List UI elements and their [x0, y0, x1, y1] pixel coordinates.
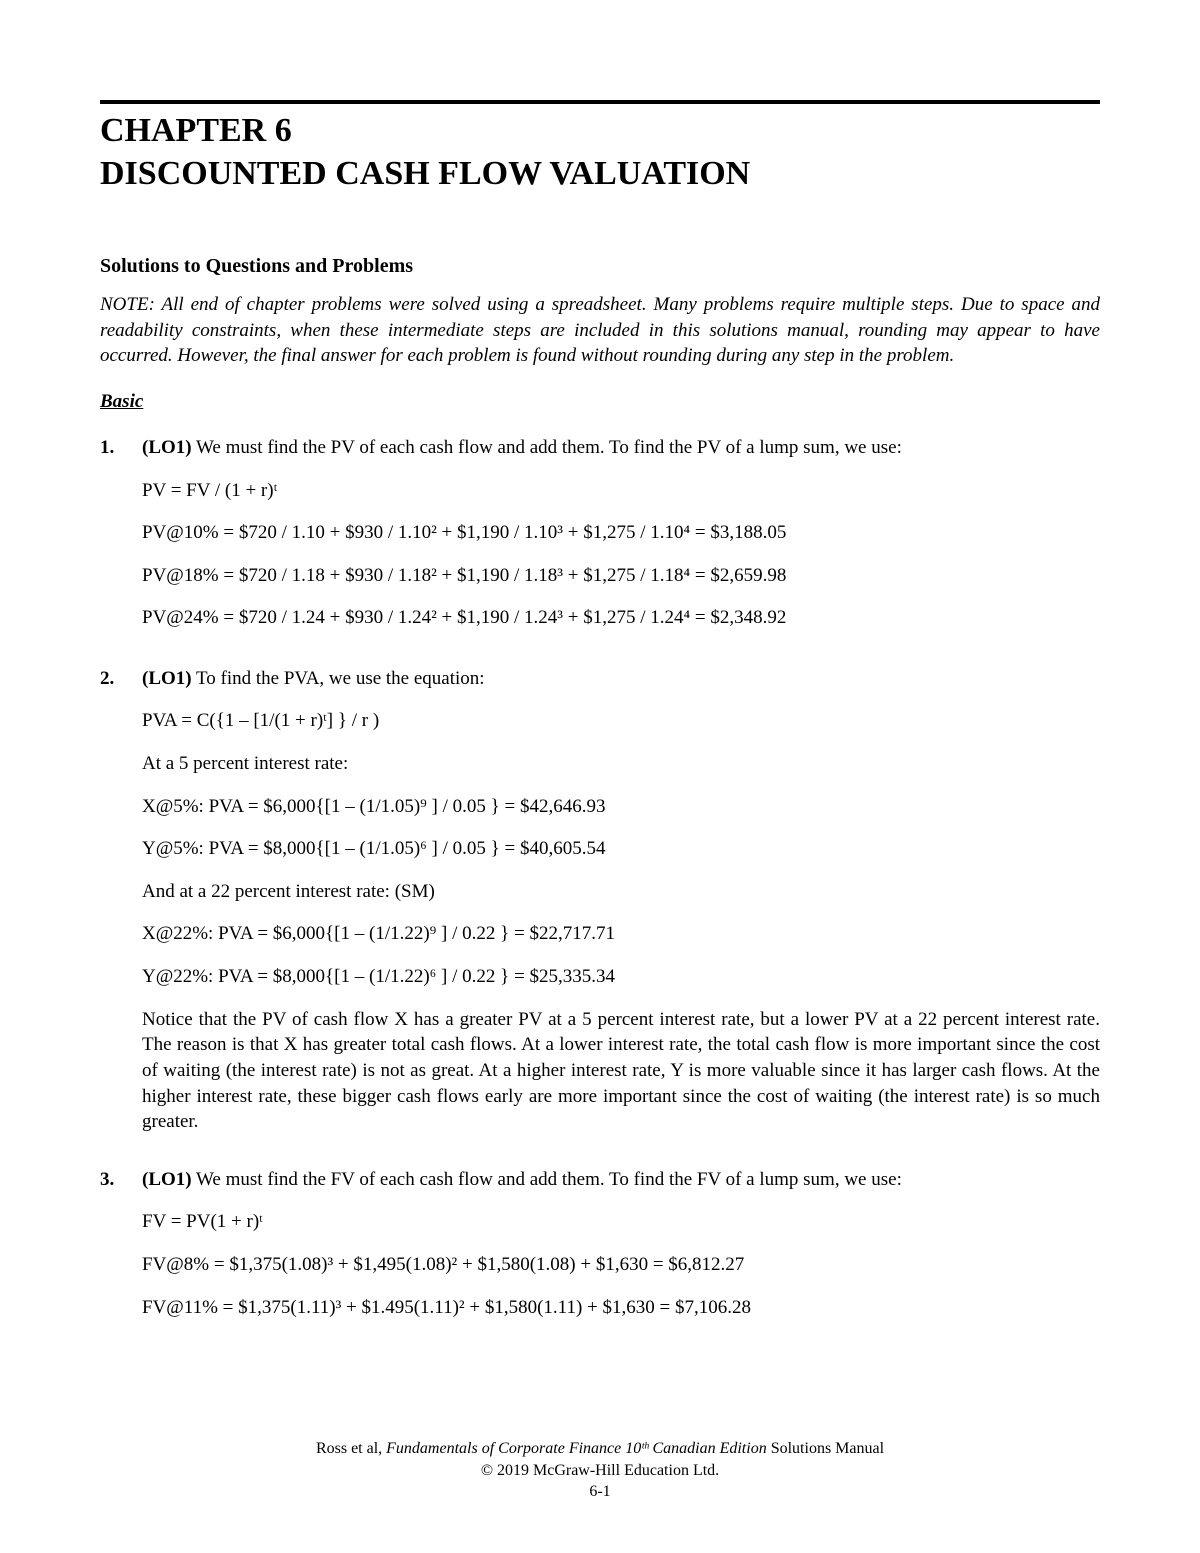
equation-line: PV@18% = $720 / 1.18 + $930 / 1.18² + $1… — [142, 563, 1100, 590]
problem-2: 2. (LO1) To find the PVA, we use the equ… — [100, 666, 1100, 1149]
equation-line: Y@5%: PVA = $8,000{[1 – (1/1.05)⁶ ] / 0.… — [142, 836, 1100, 863]
footer-line-1: Ross et al, Fundamentals of Corporate Fi… — [0, 1438, 1200, 1460]
page: CHAPTER 6 DISCOUNTED CASH FLOW VALUATION… — [0, 0, 1200, 1553]
equation-line: FV = PV(1 + r)ᵗ — [142, 1209, 1100, 1236]
problem-number: 1. — [100, 435, 142, 648]
problem-intro: (LO1) We must find the PV of each cash f… — [142, 435, 1100, 462]
equation-line: At a 5 percent interest rate: — [142, 751, 1100, 778]
top-rule — [100, 100, 1100, 104]
basic-heading: Basic — [100, 391, 1100, 413]
intro-text: We must find the FV of each cash flow an… — [192, 1169, 902, 1190]
lo-tag: (LO1) — [142, 668, 192, 689]
chapter-label: CHAPTER 6 — [100, 110, 1100, 153]
equation-line: And at a 22 percent interest rate: (SM) — [142, 879, 1100, 906]
problem-intro: (LO1) We must find the FV of each cash f… — [142, 1167, 1100, 1194]
problem-body: (LO1) We must find the PV of each cash f… — [142, 435, 1100, 648]
problem-body: (LO1) To find the PVA, we use the equati… — [142, 666, 1100, 1149]
equation-line: X@5%: PVA = $6,000{[1 – (1/1.05)⁹ ] / 0.… — [142, 794, 1100, 821]
problem-3: 3. (LO1) We must find the FV of each cas… — [100, 1167, 1100, 1337]
footer-book-title: Fundamentals of Corporate Finance 10ᵗʰ C… — [386, 1440, 767, 1457]
explanation-paragraph: Notice that the PV of cash flow X has a … — [142, 1007, 1100, 1135]
equation-line: FV@11% = $1,375(1.11)³ + $1.495(1.11)² +… — [142, 1295, 1100, 1322]
footer-suffix: Solutions Manual — [767, 1440, 884, 1457]
intro-text: To find the PVA, we use the equation: — [192, 668, 485, 689]
problem-1: 1. (LO1) We must find the PV of each cas… — [100, 435, 1100, 648]
lo-tag: (LO1) — [142, 437, 192, 458]
intro-text: We must find the PV of each cash flow an… — [192, 437, 902, 458]
footer-copyright: © 2019 McGraw-Hill Education Ltd. — [0, 1460, 1200, 1482]
section-heading: Solutions to Questions and Problems — [100, 255, 1100, 278]
lo-tag: (LO1) — [142, 1169, 192, 1190]
problem-number: 3. — [100, 1167, 142, 1337]
equation-line: Y@22%: PVA = $8,000{[1 – (1/1.22)⁶ ] / 0… — [142, 964, 1100, 991]
equation-line: PVA = C({1 – [1/(1 + r)ᵗ] } / r ) — [142, 708, 1100, 735]
problem-body: (LO1) We must find the FV of each cash f… — [142, 1167, 1100, 1337]
equation-line: PV@10% = $720 / 1.10 + $930 / 1.10² + $1… — [142, 520, 1100, 547]
equation-line: FV@8% = $1,375(1.08)³ + $1,495(1.08)² + … — [142, 1252, 1100, 1279]
equation-line: PV@24% = $720 / 1.24 + $930 / 1.24² + $1… — [142, 605, 1100, 632]
problem-intro: (LO1) To find the PVA, we use the equati… — [142, 666, 1100, 693]
note-paragraph: NOTE: All end of chapter problems were s… — [100, 292, 1100, 369]
equation-line: PV = FV / (1 + r)ᵗ — [142, 478, 1100, 505]
equation-line: X@22%: PVA = $6,000{[1 – (1/1.22)⁹ ] / 0… — [142, 921, 1100, 948]
footer-page-number: 6-1 — [0, 1481, 1200, 1503]
page-footer: Ross et al, Fundamentals of Corporate Fi… — [0, 1438, 1200, 1503]
footer-prefix: Ross et al, — [316, 1440, 386, 1457]
problem-number: 2. — [100, 666, 142, 1149]
chapter-title: DISCOUNTED CASH FLOW VALUATION — [100, 153, 1100, 196]
